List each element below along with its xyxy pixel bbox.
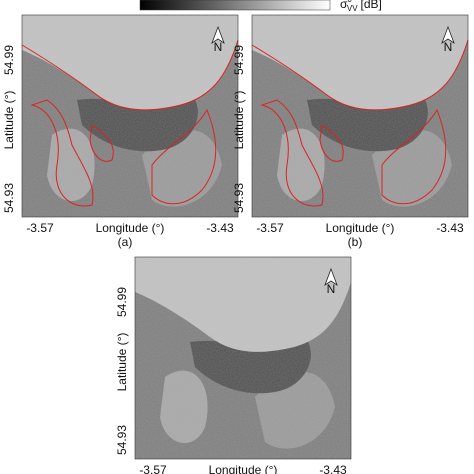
north-label: N xyxy=(214,40,223,54)
north-arrow xyxy=(441,25,455,45)
x-tick-label: -3.43 xyxy=(436,221,464,235)
sar-image xyxy=(135,257,351,459)
image-frame xyxy=(251,14,469,218)
y-axis-label: Latitude (°) xyxy=(115,333,129,392)
image-frame xyxy=(134,256,352,460)
y-axis-label: Latitude (°) xyxy=(232,91,246,150)
x-tick-label: -3.43 xyxy=(206,221,234,235)
panel: N -3.57 -3.43 Longitude (°)(b) 54.99 Latitude… xyxy=(232,14,469,249)
y-tick-label: 54.93 xyxy=(115,425,129,455)
y-tick-label: 54.99 xyxy=(2,45,16,75)
north-label: N xyxy=(444,40,453,54)
sar-image xyxy=(22,15,238,217)
y-tick-label: 54.99 xyxy=(232,45,246,75)
panel-label: (a) xyxy=(118,235,133,249)
y-tick-label: 54.93 xyxy=(232,183,246,213)
x-axis-label: Longitude (°) xyxy=(326,221,395,235)
north-arrow xyxy=(324,267,338,287)
x-tick-label: -3.43 xyxy=(319,463,347,474)
y-tick-label: 54.93 xyxy=(2,183,16,213)
x-tick-label: -3.57 xyxy=(256,221,284,235)
x-tick-label: -3.57 xyxy=(26,221,54,235)
north-label: N xyxy=(327,282,336,296)
x-axis-label: Longitude (°) xyxy=(209,463,278,474)
x-tick-label: -3.57 xyxy=(139,463,167,474)
colorbar xyxy=(139,0,331,11)
x-axis-label: Longitude (°) xyxy=(96,221,165,235)
image-frame xyxy=(21,14,239,218)
panel-label: (b) xyxy=(348,235,363,249)
north-arrow xyxy=(211,25,225,45)
panel: N -3.57 -3.43 Longitude (°)(a) 54.99 Latitude… xyxy=(2,14,239,249)
sar-image xyxy=(252,15,468,217)
y-tick-label: 54.99 xyxy=(115,287,129,317)
y-axis-label: Latitude (°) xyxy=(2,91,16,150)
colorbar-label: σ0VV[dB] xyxy=(340,0,382,13)
